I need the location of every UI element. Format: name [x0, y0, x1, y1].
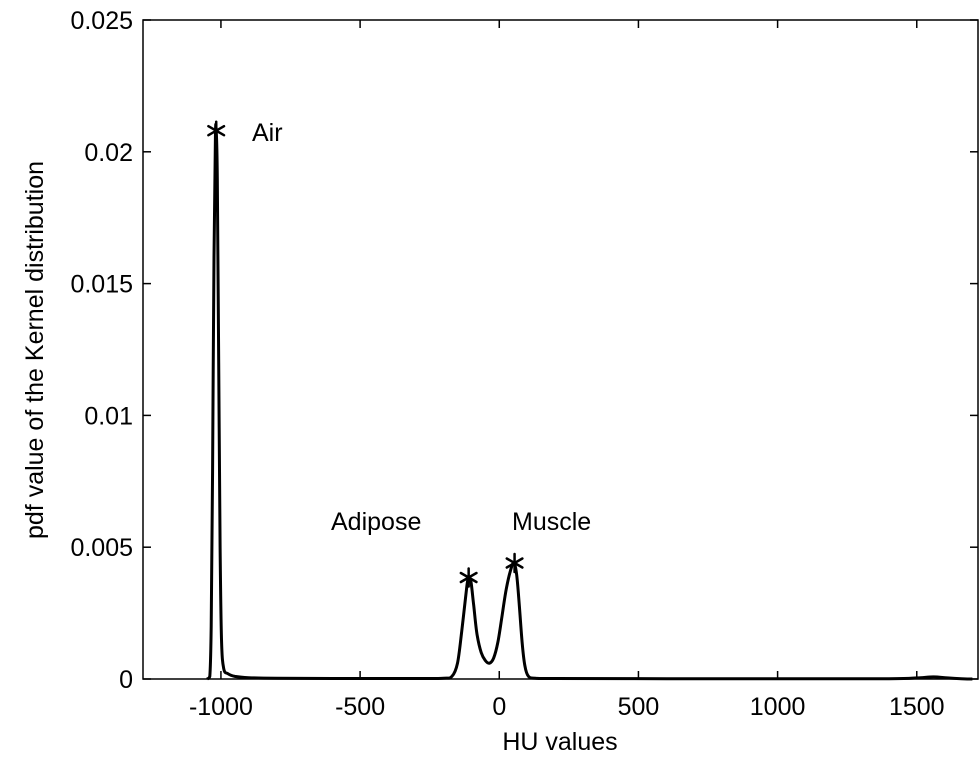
x-tick-label: 500 [618, 693, 660, 721]
x-tick-label: 1000 [750, 693, 806, 721]
y-axis-ticks: 0 0.005 0.01 0.015 0.02 0.025 [70, 7, 978, 694]
series-layer [206, 122, 973, 681]
y-tick-label: 0.01 [84, 402, 133, 430]
x-tick-label: 0 [492, 693, 506, 721]
asterisk-marker-adipose [459, 567, 478, 588]
x-tick-label: -1000 [189, 693, 253, 721]
annotation-air: Air [252, 119, 283, 147]
x-axis-label: HU values [502, 728, 617, 756]
y-tick-label: 0.015 [70, 271, 133, 299]
x-tick-label: -500 [335, 693, 385, 721]
x-axis-ticks: -1000 -500 0 500 1000 1500 [189, 20, 945, 721]
y-tick-label: 0.025 [70, 7, 133, 35]
asterisk-marker-air [207, 120, 226, 141]
y-tick-label: 0.005 [70, 534, 133, 562]
annotation-adipose: Adipose [331, 508, 421, 536]
annotation-muscle: Muscle [512, 508, 591, 536]
y-tick-label: 0 [119, 666, 133, 694]
density-curve [206, 122, 973, 681]
y-tick-label: 0.02 [84, 139, 133, 167]
y-axis-label: pdf value of the Kernel distribution [21, 161, 49, 539]
peak-markers [207, 120, 524, 588]
x-tick-label: 1500 [889, 693, 945, 721]
asterisk-marker-muscle [505, 552, 524, 574]
